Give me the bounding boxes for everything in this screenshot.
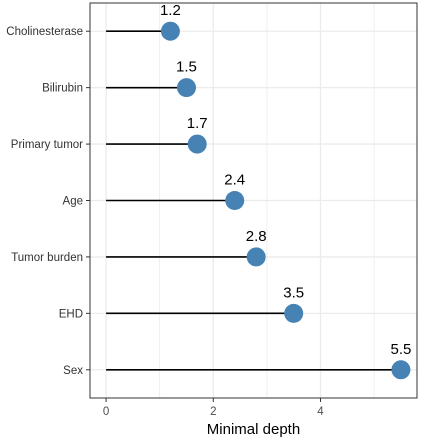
lollipop-point bbox=[246, 247, 266, 267]
lollipop-point bbox=[187, 134, 207, 154]
y-tick-label: Age bbox=[63, 196, 83, 208]
plot-panel-border bbox=[89, 2, 418, 399]
y-tick-label: Tumor burden bbox=[11, 252, 83, 264]
lollipop-point bbox=[176, 78, 196, 98]
y-tick-label: Sex bbox=[63, 365, 83, 377]
x-tick-label: 2 bbox=[210, 406, 216, 418]
lollipop-point bbox=[160, 21, 180, 41]
value-label: 1.5 bbox=[176, 59, 197, 76]
value-label: 5.5 bbox=[390, 341, 411, 358]
lollipop-point bbox=[225, 191, 245, 210]
value-label: 3.5 bbox=[283, 284, 304, 301]
y-tick-label: EHD bbox=[59, 308, 83, 320]
value-label: 1.2 bbox=[160, 2, 181, 19]
value-label: 2.8 bbox=[246, 228, 267, 245]
x-axis-title: Minimal depth bbox=[207, 421, 300, 438]
lollipop-point bbox=[391, 360, 411, 380]
lollipop-stems bbox=[106, 30, 401, 371]
x-tick-label: 0 bbox=[103, 406, 109, 418]
lollipop-points bbox=[160, 21, 411, 380]
value-labels: 1.2 1.5 1.7 2.4 2.8 3.5 5.5 bbox=[160, 2, 411, 358]
y-axis-tick-labels: Cholinesterase Bilirubin Primary tumor Age T… bbox=[6, 26, 90, 377]
y-tick-label: Primary tumor bbox=[11, 139, 83, 151]
lollipop-point bbox=[284, 303, 304, 323]
y-tick-label: Cholinesterase bbox=[6, 26, 83, 38]
y-tick-label: Bilirubin bbox=[42, 83, 83, 95]
x-axis-tick-labels: 0 2 4 bbox=[103, 398, 324, 418]
value-label: 1.7 bbox=[187, 115, 208, 132]
x-tick-label: 4 bbox=[317, 406, 324, 418]
value-label: 2.4 bbox=[224, 172, 245, 189]
